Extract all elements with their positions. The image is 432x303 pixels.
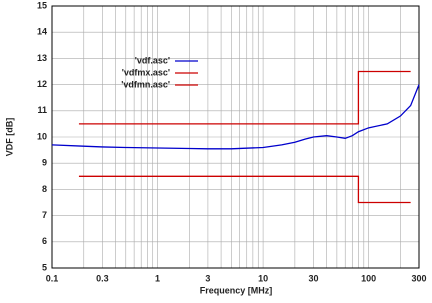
y-tick-label: 12 xyxy=(37,79,47,89)
x-tick-label: 0.1 xyxy=(46,273,59,283)
series-line xyxy=(78,175,411,204)
y-tick-label: 6 xyxy=(42,236,47,246)
y-tick-label: 14 xyxy=(37,27,47,37)
x-tick-label: 3 xyxy=(205,273,210,283)
legend-label: 'vdf.asc' xyxy=(135,55,170,65)
y-tick-label: 9 xyxy=(42,158,47,168)
y-tick-label: 10 xyxy=(37,131,47,141)
y-tick-label: 8 xyxy=(42,184,47,194)
legend-label: 'vdfmx.asc' xyxy=(122,67,170,77)
x-tick-label: 1 xyxy=(155,273,160,283)
y-tick-label: 13 xyxy=(37,53,47,63)
y-tick-label: 15 xyxy=(37,0,47,10)
series-line xyxy=(78,70,411,125)
y-tick-label: 7 xyxy=(42,210,47,220)
y-tick-label: 11 xyxy=(37,105,47,115)
x-tick-label: 100 xyxy=(361,273,376,283)
legend-label: 'vdfmn.asc' xyxy=(121,79,170,89)
plot-frame xyxy=(51,5,420,269)
x-axis-label: Frequency [MHz] xyxy=(200,285,273,295)
x-tick-label: 300 xyxy=(411,273,426,283)
y-axis-label: VDF [dB] xyxy=(4,118,14,157)
y-tick-label: 5 xyxy=(42,262,47,272)
x-tick-label: 10 xyxy=(258,273,268,283)
x-tick-label: 0.3 xyxy=(96,273,109,283)
x-tick-label: 30 xyxy=(308,273,318,283)
series-line xyxy=(51,84,420,150)
